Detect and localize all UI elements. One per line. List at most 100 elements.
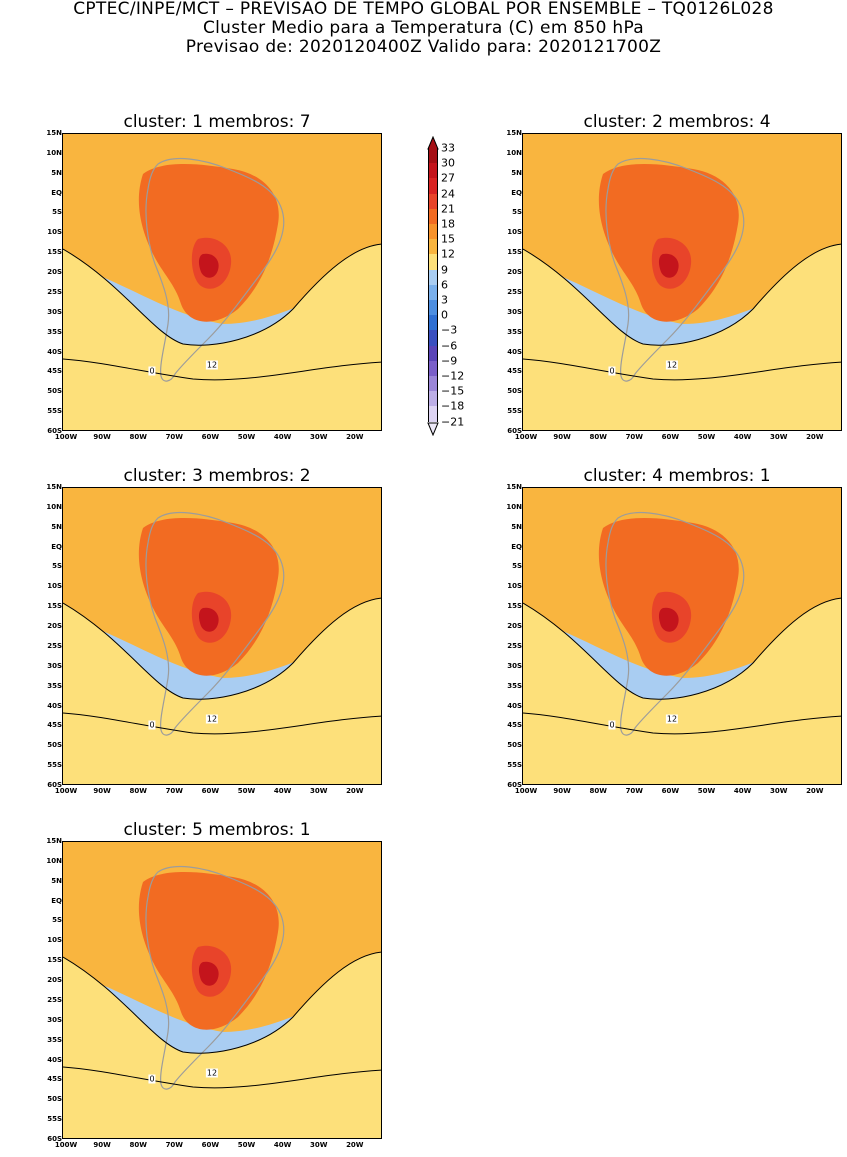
y-tick-label: 30S (47, 307, 62, 316)
legend-level-label: 6 (441, 278, 448, 292)
x-tick-label: 90W (93, 433, 111, 441)
contour-label-0: 0 (148, 366, 156, 376)
y-tick-label: 60S (47, 781, 62, 789)
hottest-region (198, 607, 219, 632)
legend-swatch (428, 330, 438, 346)
y-tick-label: 60S (507, 781, 522, 789)
x-tick-label: 40W (273, 433, 292, 441)
header-line-3: Previsao de: 2020120400Z Valido para: 20… (185, 37, 662, 57)
y-tick-label: 60S (47, 427, 62, 435)
y-tick-label: EQ (511, 188, 522, 197)
x-tick-label: 60W (201, 433, 220, 441)
y-tick-label: 50S (507, 387, 522, 396)
contour-label-0: 0 (148, 1074, 156, 1084)
y-tick-label: 30S (47, 1015, 62, 1024)
y-tick-label: 35S (47, 681, 62, 690)
x-tick-label: 60W (201, 787, 220, 795)
map-panel-cluster-1: cluster: 1 membros: 7 15N 10N 5N EQ 5S 10S 15S 2… (46, 112, 382, 447)
figure-header: CPTEC/INPE/MCT – PREVISAO DE TEMPO GLOBA… (0, 0, 847, 57)
x-tick-label: 60W (661, 433, 680, 441)
x-tick-label: 90W (553, 787, 571, 795)
y-tick-label: 15S (47, 248, 62, 257)
y-tick-label: 45S (47, 367, 62, 376)
map-panel-cluster-2: cluster: 2 membros: 4 15N 10N 5N EQ 5S 10S 15S 2… (506, 112, 842, 447)
band-warm-yellow (523, 598, 841, 784)
y-tick-label: 25S (507, 287, 522, 296)
contour-12 (63, 243, 381, 346)
x-tick-label: 80W (589, 787, 607, 795)
legend-level-label: 33 (441, 141, 455, 155)
y-tick-label: 15N (506, 483, 522, 491)
y-tick-label: 10S (507, 228, 522, 237)
contour-label-12: 12 (665, 714, 679, 724)
y-tick-label: 60S (47, 1135, 62, 1143)
y-tick-label: 15N (46, 129, 62, 137)
contour-0 (63, 1066, 381, 1089)
y-tick-label: 40S (47, 347, 62, 356)
y-tick-label: 40S (507, 701, 522, 710)
x-tick-label: 100W (514, 787, 538, 795)
y-tick-label: 35S (507, 327, 522, 336)
legend-swatch (428, 391, 438, 407)
hottest-region (198, 961, 219, 986)
x-tick-label: 80W (129, 433, 147, 441)
legend-level-label: −18 (441, 399, 465, 413)
x-tick-label: 30W (769, 787, 788, 795)
x-tick-label: 50W (237, 787, 256, 795)
y-tick-label: 5S (512, 562, 522, 571)
y-tick-label: 10S (47, 582, 62, 591)
y-tick-label: 25S (47, 641, 62, 650)
y-tick-label: 55S (47, 761, 62, 770)
legend-level-label: 12 (441, 247, 455, 261)
y-tick-label: 45S (507, 367, 522, 376)
header-line-2: Cluster Medio para a Temperatura (C) em … (202, 18, 645, 38)
y-tick-label: EQ (51, 542, 62, 551)
legend-swatch (428, 376, 438, 392)
band-warm-yellow (63, 598, 381, 784)
y-tick-label: EQ (51, 896, 62, 905)
x-tick-label: 100W (514, 433, 538, 441)
legend-level-label: 30 (441, 156, 455, 170)
band-warm-yellow (63, 952, 381, 1138)
panel-title: cluster: 3 membros: 2 (123, 466, 311, 486)
band-warm-yellow (63, 244, 381, 430)
y-tick-label: 20S (507, 622, 522, 631)
y-tick-label: 45S (47, 1075, 62, 1084)
y-tick-label: 20S (47, 976, 62, 985)
x-tick-label: 70W (165, 1141, 184, 1149)
legend-swatch (428, 148, 438, 164)
x-tick-label: 30W (309, 787, 328, 795)
x-tick-label: 100W (54, 1141, 78, 1149)
y-tick-label: 5S (52, 208, 62, 217)
y-tick-label: EQ (511, 542, 522, 551)
map-area (62, 133, 382, 431)
y-tick-label: 5S (52, 916, 62, 925)
y-tick-label: 10S (47, 936, 62, 945)
x-tick-label: 20W (346, 433, 364, 441)
x-tick-label: 70W (165, 433, 184, 441)
legend-swatch (428, 208, 438, 224)
x-tick-label: 100W (54, 433, 78, 441)
y-tick-label: 50S (47, 741, 62, 750)
panel-title: cluster: 2 membros: 4 (583, 112, 771, 132)
x-tick-label: 90W (93, 1141, 111, 1149)
legend-level-label: −21 (441, 415, 465, 429)
hottest-region (658, 607, 679, 632)
y-tick-label: 50S (47, 1095, 62, 1104)
y-tick-label: 10S (47, 228, 62, 237)
legend-swatch (428, 224, 438, 240)
contour-12 (63, 951, 381, 1054)
y-tick-label: 35S (47, 327, 62, 336)
y-tick-label: 5N (511, 522, 522, 531)
contour-label-12: 12 (665, 360, 679, 370)
y-tick-label: 45S (507, 721, 522, 730)
contour-label-12: 12 (205, 714, 219, 724)
legend-level-label: 0 (441, 308, 448, 322)
legend-level-label: 24 (441, 187, 455, 201)
panel-title: cluster: 4 membros: 1 (583, 466, 771, 486)
legend-level-label: −3 (441, 323, 458, 337)
legend-swatch (428, 284, 438, 300)
legend-swatch (428, 163, 438, 179)
y-tick-label: 10N (46, 148, 62, 157)
y-tick-label: 10N (46, 502, 62, 511)
